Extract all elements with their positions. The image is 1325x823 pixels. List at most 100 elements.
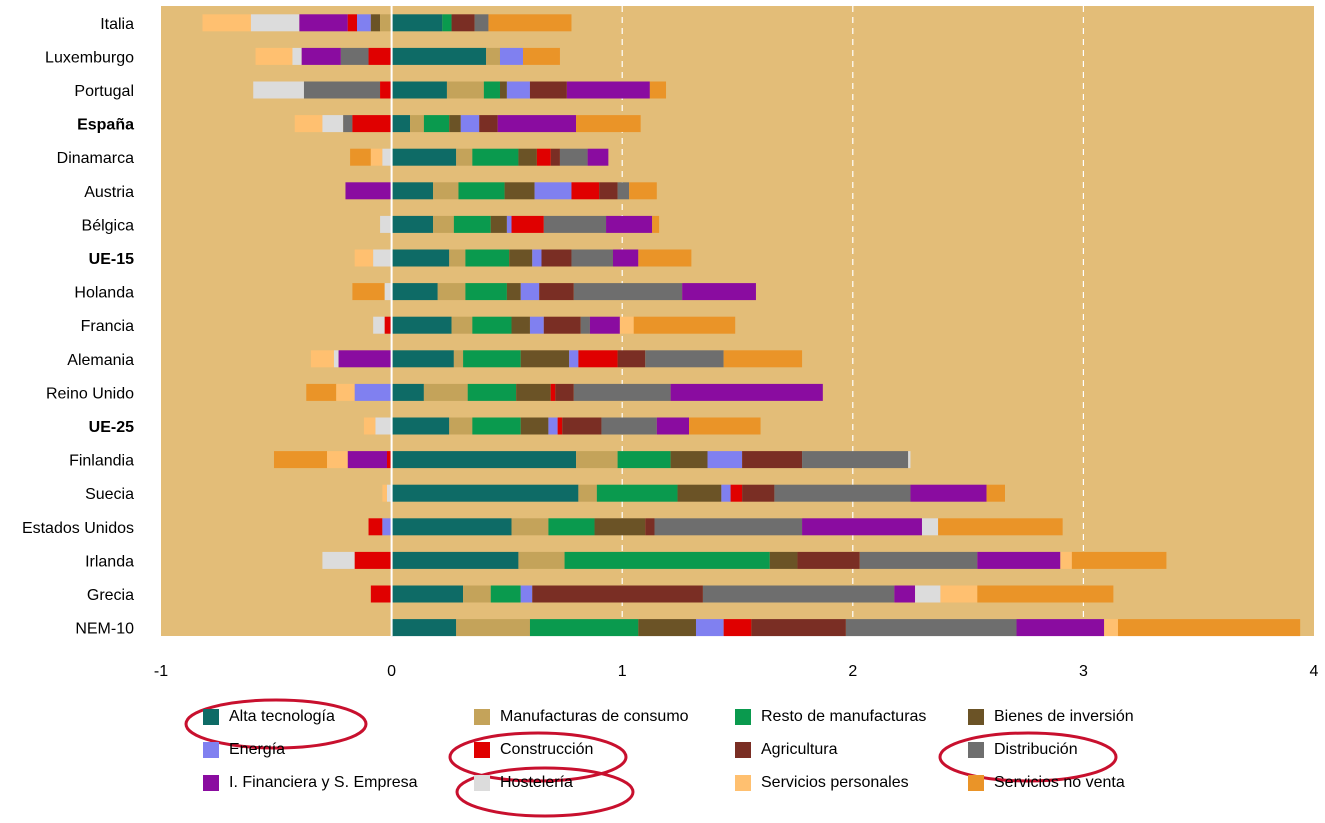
bar-alta-tecnologia — [391, 619, 457, 637]
bar-neg-servicios-no-venta — [273, 451, 328, 469]
bar-hosteleria — [908, 451, 911, 469]
bar-alta-tecnologia — [391, 115, 411, 133]
bar-servicios-no-venta — [652, 215, 660, 233]
bar-distribucion — [559, 148, 588, 166]
bar-neg-energia — [354, 383, 392, 401]
highlight-ellipse — [448, 731, 628, 783]
bar-neg-hosteleria — [373, 316, 385, 334]
highlight-ellipse — [455, 766, 635, 818]
x-tick-label: 1 — [618, 663, 627, 680]
bar-agricultura — [479, 115, 498, 133]
bar-neg-hosteleria — [322, 115, 344, 133]
bar-hosteleria — [921, 518, 939, 536]
bar-servicios-no-venta — [938, 518, 1063, 536]
bar-bienes-de-inversion — [490, 215, 507, 233]
bar-resto-de-manufacturas — [483, 81, 500, 99]
bar-servicios-no-venta — [1071, 551, 1167, 569]
highlight-ellipse — [184, 698, 368, 750]
bar-manufacturas-de-consumo — [451, 316, 473, 334]
bar-agricultura — [550, 148, 560, 166]
bar-i-financiera-y-s-empresa — [802, 518, 922, 536]
bar-alta-tecnologia — [391, 518, 512, 536]
bar-i-financiera-y-s-empresa — [670, 383, 823, 401]
bar-agricultura — [562, 417, 602, 435]
bar-i-financiera-y-s-empresa — [612, 249, 639, 267]
bar-neg-construccion — [352, 115, 392, 133]
bar-bienes-de-inversion — [769, 551, 798, 569]
y-tick-label: Estados Unidos — [22, 520, 134, 537]
bar-energia — [520, 283, 540, 301]
bar-neg-servicios-personales — [354, 249, 374, 267]
bar-energia — [548, 417, 558, 435]
bar-neg-i-financiera-y-s-empresa — [301, 47, 341, 65]
bar-alta-tecnologia — [391, 484, 579, 502]
bar-manufacturas-de-consumo — [433, 215, 454, 233]
bar-bienes-de-inversion — [509, 249, 533, 267]
bar-manufacturas-de-consumo — [410, 115, 424, 133]
bar-construccion — [550, 383, 556, 401]
bar-alta-tecnologia — [391, 81, 447, 99]
bar-bienes-de-inversion — [506, 283, 521, 301]
bar-construccion — [557, 417, 563, 435]
bar-manufacturas-de-consumo — [456, 148, 473, 166]
y-tick-label: Suecia — [85, 486, 134, 503]
bar-neg-hosteleria — [382, 148, 392, 166]
bar-neg-construccion — [368, 47, 392, 65]
bar-alta-tecnologia — [391, 249, 450, 267]
x-tick-label: 2 — [848, 663, 857, 680]
y-tick-label: Holanda — [74, 285, 134, 302]
y-axis-labels: Italia Luxemburgo Portugal España Dinamarca A… — [22, 16, 134, 638]
bar-servicios-personales — [619, 316, 634, 334]
bar-i-financiera-y-s-empresa — [1016, 619, 1105, 637]
bar-manufacturas-de-consumo — [423, 383, 468, 401]
bar-alta-tecnologia — [391, 585, 464, 603]
bar-agricultura — [532, 585, 703, 603]
bar-manufacturas-de-consumo — [437, 283, 466, 301]
bar-neg-energia — [382, 518, 392, 536]
x-tick-label: 4 — [1310, 663, 1319, 680]
bar-bienes-de-inversion — [520, 417, 549, 435]
bar-distribucion — [580, 316, 590, 334]
bar-distribucion — [617, 182, 630, 200]
bar-alta-tecnologia — [391, 551, 519, 569]
bar-resto-de-manufacturas — [529, 619, 639, 637]
bar-manufacturas-de-consumo — [463, 585, 491, 603]
highlight-ellipses — [184, 698, 1118, 818]
bar-bienes-de-inversion — [511, 316, 530, 334]
bar-manufacturas-de-consumo — [486, 47, 500, 65]
bar-distribucion — [802, 451, 909, 469]
x-tick-label: 0 — [387, 663, 396, 680]
highlight-ellipse — [938, 731, 1118, 783]
bar-resto-de-manufacturas — [564, 551, 770, 569]
bar-manufacturas-de-consumo — [578, 484, 597, 502]
bar-alta-tecnologia — [391, 283, 438, 301]
bar-energia — [532, 249, 542, 267]
bar-resto-de-manufacturas — [463, 350, 521, 368]
bar-distribucion — [702, 585, 895, 603]
y-tick-label: Austria — [84, 184, 134, 201]
bar-manufacturas-de-consumo — [456, 619, 530, 637]
bar-alta-tecnologia — [391, 417, 450, 435]
bar-resto-de-manufacturas — [458, 182, 505, 200]
bar-energia — [529, 316, 544, 334]
bar-servicios-no-venta — [576, 115, 641, 133]
bar-neg-servicios-personales — [255, 47, 293, 65]
bar-neg-servicios-no-venta — [350, 148, 371, 166]
x-tick-label: 3 — [1079, 663, 1088, 680]
bar-distribucion — [571, 249, 613, 267]
bar-resto-de-manufacturas — [465, 249, 510, 267]
bar-neg-distribucion — [340, 47, 369, 65]
bar-alta-tecnologia — [391, 148, 457, 166]
bar-resto-de-manufacturas — [617, 451, 671, 469]
bar-bienes-de-inversion — [504, 182, 535, 200]
bar-bienes-de-inversion — [670, 451, 708, 469]
bar-resto-de-manufacturas — [467, 383, 517, 401]
bar-neg-construccion — [386, 451, 392, 469]
bar-manufacturas-de-consumo — [449, 249, 466, 267]
bar-servicios-personales — [1104, 619, 1118, 637]
bar-agricultura — [599, 182, 618, 200]
bar-manufacturas-de-consumo — [518, 551, 565, 569]
bar-energia — [534, 182, 572, 200]
bar-neg-energia — [357, 14, 371, 32]
